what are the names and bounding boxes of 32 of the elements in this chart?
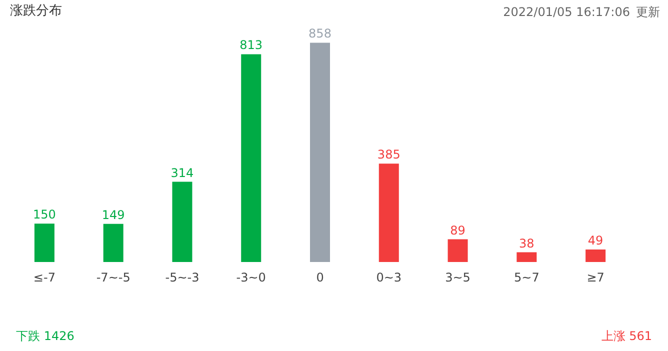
text: 下跌 1426: [16, 328, 74, 345]
data-label: 314: [170, 166, 194, 180]
data-label: 858: [308, 26, 332, 41]
x-tick-label: 0: [316, 270, 324, 284]
data-label: 149: [102, 208, 125, 222]
data-label: 89: [450, 223, 466, 238]
text: 2022/01/05 16:17:06: [503, 5, 630, 19]
x-tick-label: -5~-3: [165, 270, 200, 284]
x-tick-label: ≤-7: [33, 270, 56, 284]
data-label: 385: [377, 148, 400, 162]
text: 更新: [636, 5, 660, 19]
data-label: 813: [240, 38, 263, 52]
bar: [310, 42, 330, 262]
bar: [241, 54, 262, 262]
bar: [34, 224, 54, 262]
bar: [103, 224, 124, 262]
bar: [448, 239, 468, 262]
data-label: 49: [588, 233, 604, 248]
chart-title: 涨跌分布: [10, 4, 62, 19]
bar: [172, 182, 192, 262]
bar: [516, 252, 537, 262]
x-tick-label: 0~3: [376, 270, 402, 284]
text: 上涨 561: [601, 328, 652, 345]
x-tick-label: ≥7: [586, 270, 604, 284]
x-tick-label: 5~7: [514, 270, 540, 284]
x-tick-label: -3~0: [236, 270, 266, 284]
bar: [586, 249, 606, 262]
data-label: 38: [519, 236, 534, 250]
data-label: 150: [32, 208, 56, 222]
x-tick-label: 3~5: [445, 270, 470, 284]
bar: [378, 164, 399, 262]
x-tick-label: -7~-5: [96, 270, 130, 284]
